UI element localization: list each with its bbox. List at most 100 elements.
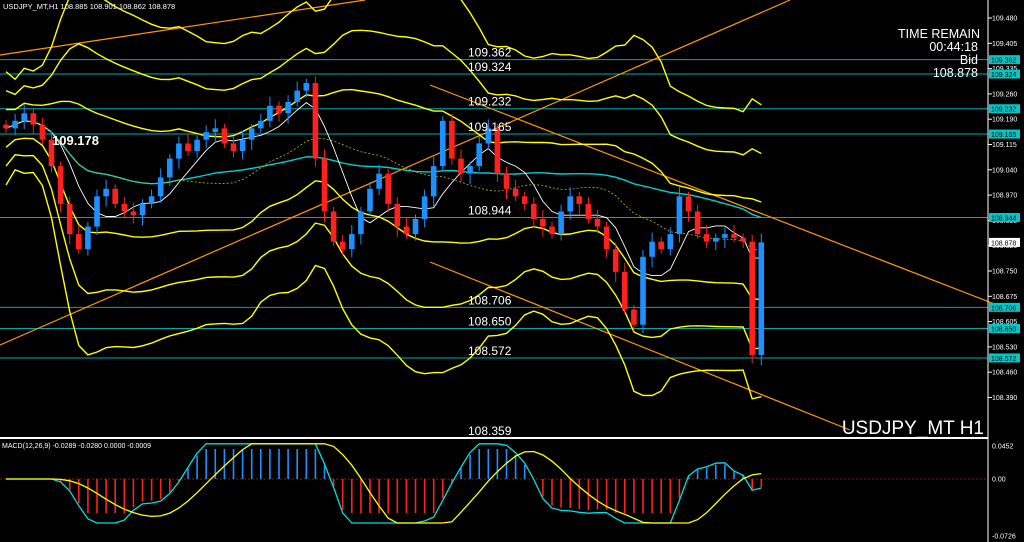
candle-body [703,234,710,242]
candle-body [203,132,209,140]
candle-body [494,128,501,174]
candle-body [658,241,664,250]
axis-tick-label: 109.115 [992,142,1017,149]
axis-tick-label: 109.480 [992,16,1017,23]
candle-body [276,105,282,114]
candle-body [221,128,228,144]
candle-body [258,120,264,129]
candle-body [176,143,182,159]
candle-body [157,177,164,197]
candle-body [248,128,255,140]
level-label: 108.706 [468,293,512,307]
time-remain-panel: TIME REMAIN 00:44:18 Bid 108.878 [898,27,980,80]
candle-body [194,139,200,152]
candle-body [449,120,455,159]
axis-price-tag-label: 108.572 [991,356,1016,363]
axis-price-tag [989,104,1020,114]
candle-body [503,173,510,189]
candle-body [349,234,355,250]
candle-body [312,83,319,159]
axis-price-tag [989,353,1020,363]
highlight-price: 109.178 [52,133,99,148]
candle-body [512,188,519,197]
candle-body [394,203,401,227]
axis-price-tag [989,237,1020,247]
candle-body [239,139,246,152]
time-remain-label: TIME REMAIN [898,27,980,41]
candle-body [94,196,100,227]
bollinger-lower [5,137,762,301]
axis-tick-label: 109.040 [992,167,1017,174]
candle-body [121,203,128,212]
candle-body [576,196,583,204]
candle-body [403,226,410,235]
axis-tick-label: 108.605 [992,319,1017,326]
candle-body [467,166,473,174]
macd-subwindow[interactable]: 0.0452 0.00 -0.0726 [0,443,1016,541]
candle-body [531,203,537,219]
candle-body [330,211,337,242]
symbol-info: USDJPY_MT,H1 108.885 108.901 108.862 108… [3,2,175,11]
axis-price-tag-label: 108.706 [991,305,1016,312]
candle-body [212,128,219,133]
candle-body [585,203,592,219]
candle-body [440,120,446,167]
axis-price-tag [989,129,1020,139]
axis-price-tag [989,324,1020,333]
axis-price-tag [989,55,1020,65]
axis-price-tag-label: 109.324 [991,72,1016,79]
level-label: 108.650 [468,315,512,329]
candle-body [57,166,64,204]
candle-body [3,124,9,129]
symbol-watermark: USDJPY_MT H1 [842,418,984,439]
indicator-lines [5,0,762,400]
candle-body [30,113,37,125]
axis-tick-label: 108.970 [992,193,1017,200]
axis-tick-label: 108.530 [992,344,1017,351]
candle-body [713,237,719,242]
axis-price-tag-label: 108.944 [991,215,1016,222]
candle-body [185,143,191,152]
candle-body [540,219,546,227]
candle-body [521,196,528,204]
level-label: 109.324 [468,60,512,74]
time-remain-value: 00:44:18 [929,40,978,54]
candle-body [139,203,146,216]
axis-tick-label: 109.260 [992,91,1017,98]
bollinger-upper [5,0,762,113]
candle-body [294,90,300,102]
bollinger-lower [5,169,762,400]
candle-body [167,158,173,178]
candle-body [103,188,109,197]
candle-body [85,226,91,250]
axis-price-tag [989,69,1020,79]
candle-body [267,105,273,121]
candle-body [749,241,755,355]
axis-tick-label: 108.460 [992,370,1017,377]
candle-body [130,211,137,216]
candle-body [731,234,737,238]
candle-body [567,196,573,212]
candle-body [667,234,674,250]
candle-body [230,143,237,152]
level-label: 109.362 [468,46,512,60]
ma-mid-dotted [5,120,762,252]
level-label: 108.944 [468,203,512,217]
candle-body [12,120,18,129]
axis-tick-label: 109.190 [992,117,1017,124]
candle-body [385,173,391,204]
candle-body [558,211,564,235]
candle-body [112,188,118,204]
candle-body [21,113,27,121]
channel-line [429,84,1011,311]
candle-body [758,242,765,355]
price-axis[interactable]: 109.480109.405109.335109.260109.190109.1… [988,16,1020,403]
candle-body [376,173,382,189]
candle-body [76,234,82,250]
candle-body [66,203,73,235]
bid-label: Bid [960,53,978,67]
candle-body [549,226,555,235]
channel-line [429,261,851,431]
